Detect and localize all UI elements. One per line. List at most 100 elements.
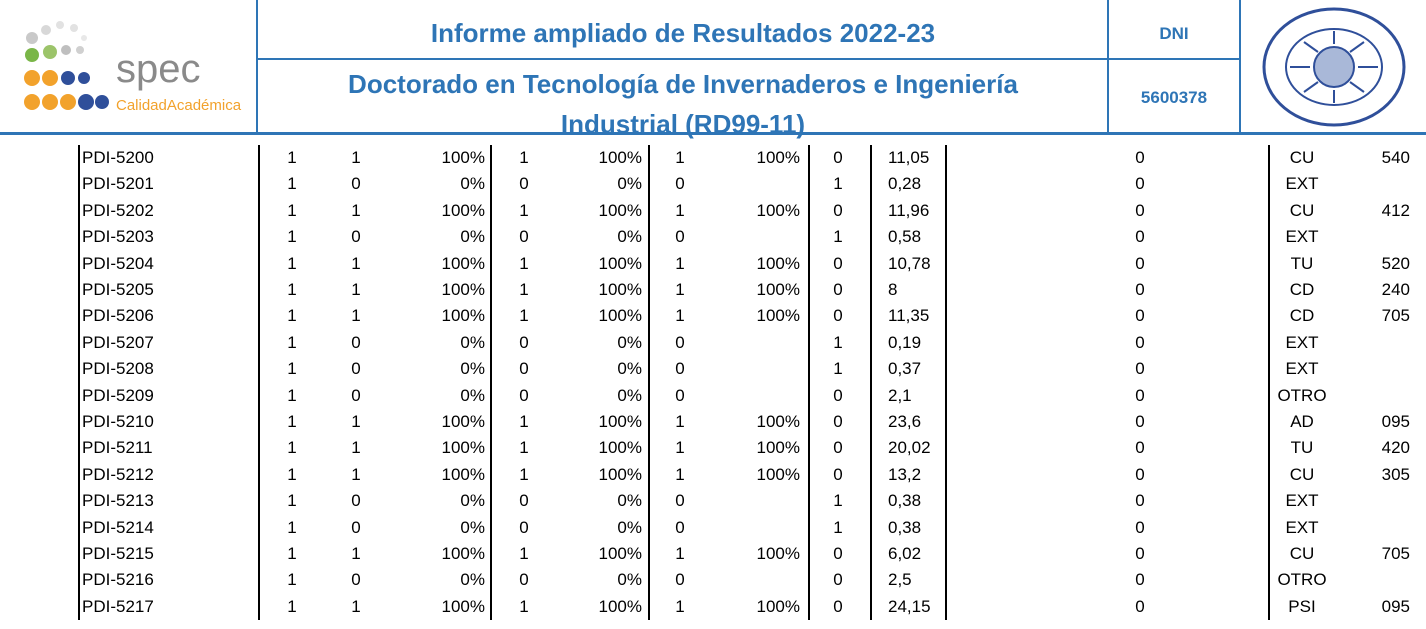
university-seal (1262, 7, 1406, 127)
table-cell: 1 (351, 253, 361, 273)
table-cell: 1 (519, 253, 529, 273)
table-cell: 240 (1381, 280, 1410, 299)
table-cell: 0% (617, 517, 642, 537)
table-cell: 1 (519, 544, 529, 563)
table-cell: 1 (287, 517, 297, 537)
table-cell: 0,58 (888, 227, 922, 247)
table-cell: 1 (287, 148, 297, 167)
table-cell: 1 (833, 359, 843, 379)
table-cell: 100% (598, 412, 642, 431)
table-cell: 100% (756, 148, 800, 167)
table-cell: 0 (675, 517, 685, 537)
header-divider (256, 0, 258, 134)
table-cell: 1 (287, 174, 297, 194)
table-cell: 0 (675, 570, 685, 590)
table-cell: 0 (351, 517, 361, 537)
table-cell: 1 (519, 412, 529, 431)
table-cell: 0% (460, 570, 485, 590)
table-cell: 0 (1135, 464, 1145, 484)
table-cell: 0% (460, 385, 485, 405)
table-cell: EXT (1285, 332, 1319, 352)
table-cell: 0 (675, 332, 685, 352)
table-cell: 20,02 (888, 438, 931, 458)
table-cell: 1 (351, 438, 361, 458)
table-cell: 100% (441, 544, 485, 563)
table-cell: 412 (1381, 200, 1410, 220)
table-cell: 0% (617, 332, 642, 352)
table-cell: 0 (833, 464, 843, 484)
logo-name: spec (116, 47, 201, 91)
table-cell: 1 (833, 332, 843, 352)
table-cell: 0% (460, 332, 485, 352)
table-cell: 1 (519, 596, 529, 616)
table-cell: 1 (519, 200, 529, 220)
table-cell: 1 (675, 464, 685, 484)
table-cell: PDI-5209 (82, 385, 154, 405)
table-cell: PDI-5210 (82, 412, 154, 431)
table-cell: PDI-5203 (82, 227, 154, 247)
table-cell: 100% (756, 438, 800, 458)
header-row-divider (258, 58, 1240, 60)
table-cell: 1 (351, 544, 361, 563)
table-cell: 0 (1135, 491, 1145, 511)
table-cell: 1 (519, 280, 529, 299)
table-cell: 0% (460, 174, 485, 194)
table-cell: 100% (441, 412, 485, 431)
table-cell: 0% (460, 359, 485, 379)
column-border (945, 145, 947, 621)
table-cell: 0% (617, 570, 642, 590)
table-cell: 1 (351, 464, 361, 484)
table-cell: 520 (1381, 253, 1410, 273)
table-cell: 0 (519, 359, 529, 379)
table-cell: 0% (617, 385, 642, 405)
table-cell: 0 (519, 491, 529, 511)
table-cell: 1 (287, 464, 297, 484)
table-cell: 1 (287, 544, 297, 563)
table-cell: 0 (675, 227, 685, 247)
table-cell: 1 (519, 306, 529, 326)
table-cell: 100% (598, 596, 642, 616)
table-cell: 1 (675, 412, 685, 431)
table-cell: PDI-5211 (82, 438, 153, 458)
table-cell: 1 (287, 438, 297, 458)
table-cell: 1 (833, 174, 843, 194)
table-cell: 0 (351, 491, 361, 511)
table-cell: 1 (287, 359, 297, 379)
table-cell: 1 (351, 412, 361, 431)
table-cell: 1 (287, 385, 297, 405)
table-cell: 8 (888, 280, 898, 299)
table-cell: 0 (833, 200, 843, 220)
column-border (78, 145, 80, 621)
table-cell: 1 (519, 464, 529, 484)
table-cell: PDI-5200 (82, 148, 154, 167)
table-cell: 0,28 (888, 174, 922, 194)
table-cell: 0,38 (888, 517, 922, 537)
table-cell: 0 (351, 227, 361, 247)
table-cell: 100% (756, 306, 800, 326)
logo-dots (24, 21, 109, 110)
column-border (1268, 145, 1270, 621)
table-cell: PDI-5215 (82, 544, 154, 563)
table-cell: 100% (598, 464, 642, 484)
table-cell: 1 (519, 438, 529, 458)
table-cell: 0% (617, 174, 642, 194)
table-cell: 10,78 (888, 253, 931, 273)
table-cell: 0 (519, 227, 529, 247)
table-cell: PDI-5213 (82, 491, 154, 511)
table-cell: PDI-5202 (82, 200, 154, 220)
table-cell: 0 (1135, 306, 1145, 326)
table-cell: 1 (351, 148, 361, 167)
table-cell: CU (1289, 544, 1315, 563)
table-cell: 100% (441, 306, 485, 326)
table-cell: 100% (598, 200, 642, 220)
table-cell: CU (1289, 200, 1315, 220)
table-cell: 0,37 (888, 359, 922, 379)
table-cell: 100% (756, 253, 800, 273)
column-border (870, 145, 872, 621)
table-cell: 100% (756, 280, 800, 299)
table-cell: 0 (1135, 174, 1145, 194)
table-cell: 100% (598, 544, 642, 563)
table-cell: CD (1289, 280, 1315, 299)
table-cell: PDI-5214 (82, 517, 154, 537)
table-cell: 0% (617, 227, 642, 247)
